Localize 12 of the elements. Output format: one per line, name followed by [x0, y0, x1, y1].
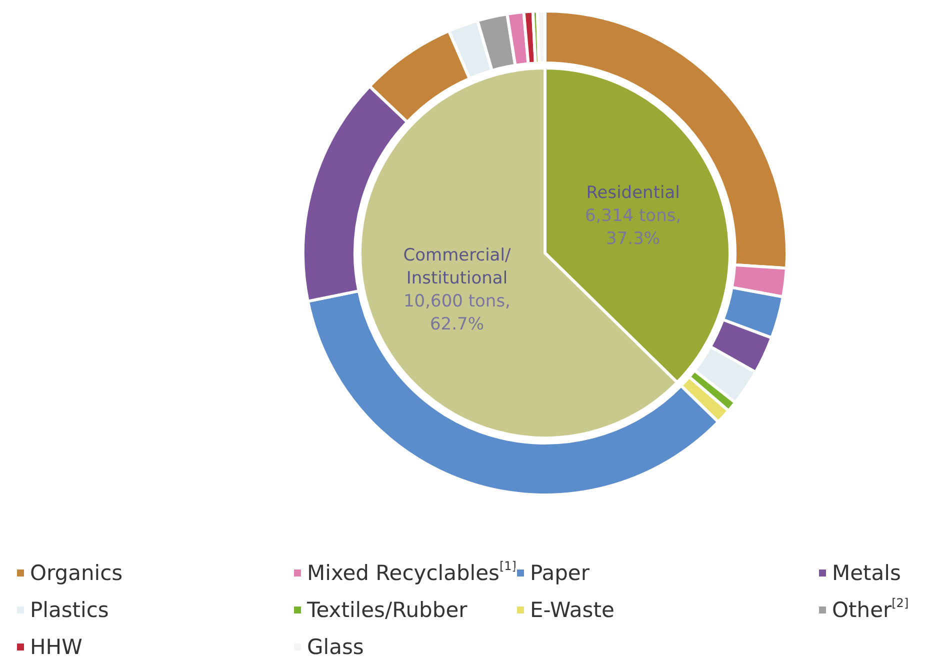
legend-label: Glass: [307, 635, 364, 659]
slice-label: Commercial/ Institutional: [403, 246, 511, 289]
legend-label: Textiles/Rubber: [306, 598, 468, 622]
data-label: 6,314 tons, 37.3%: [584, 206, 682, 249]
legend-label: HHW: [30, 635, 83, 659]
legend-label: Plastics: [30, 598, 109, 622]
legend-label: Metals: [832, 561, 901, 585]
slice-label: Residential: [586, 182, 680, 203]
legend-label: E-Waste: [530, 598, 614, 622]
legend-label: Organics: [30, 561, 123, 585]
legend-label: Paper: [530, 561, 590, 585]
data-label: 10,600 tons, 62.7%: [403, 292, 510, 335]
